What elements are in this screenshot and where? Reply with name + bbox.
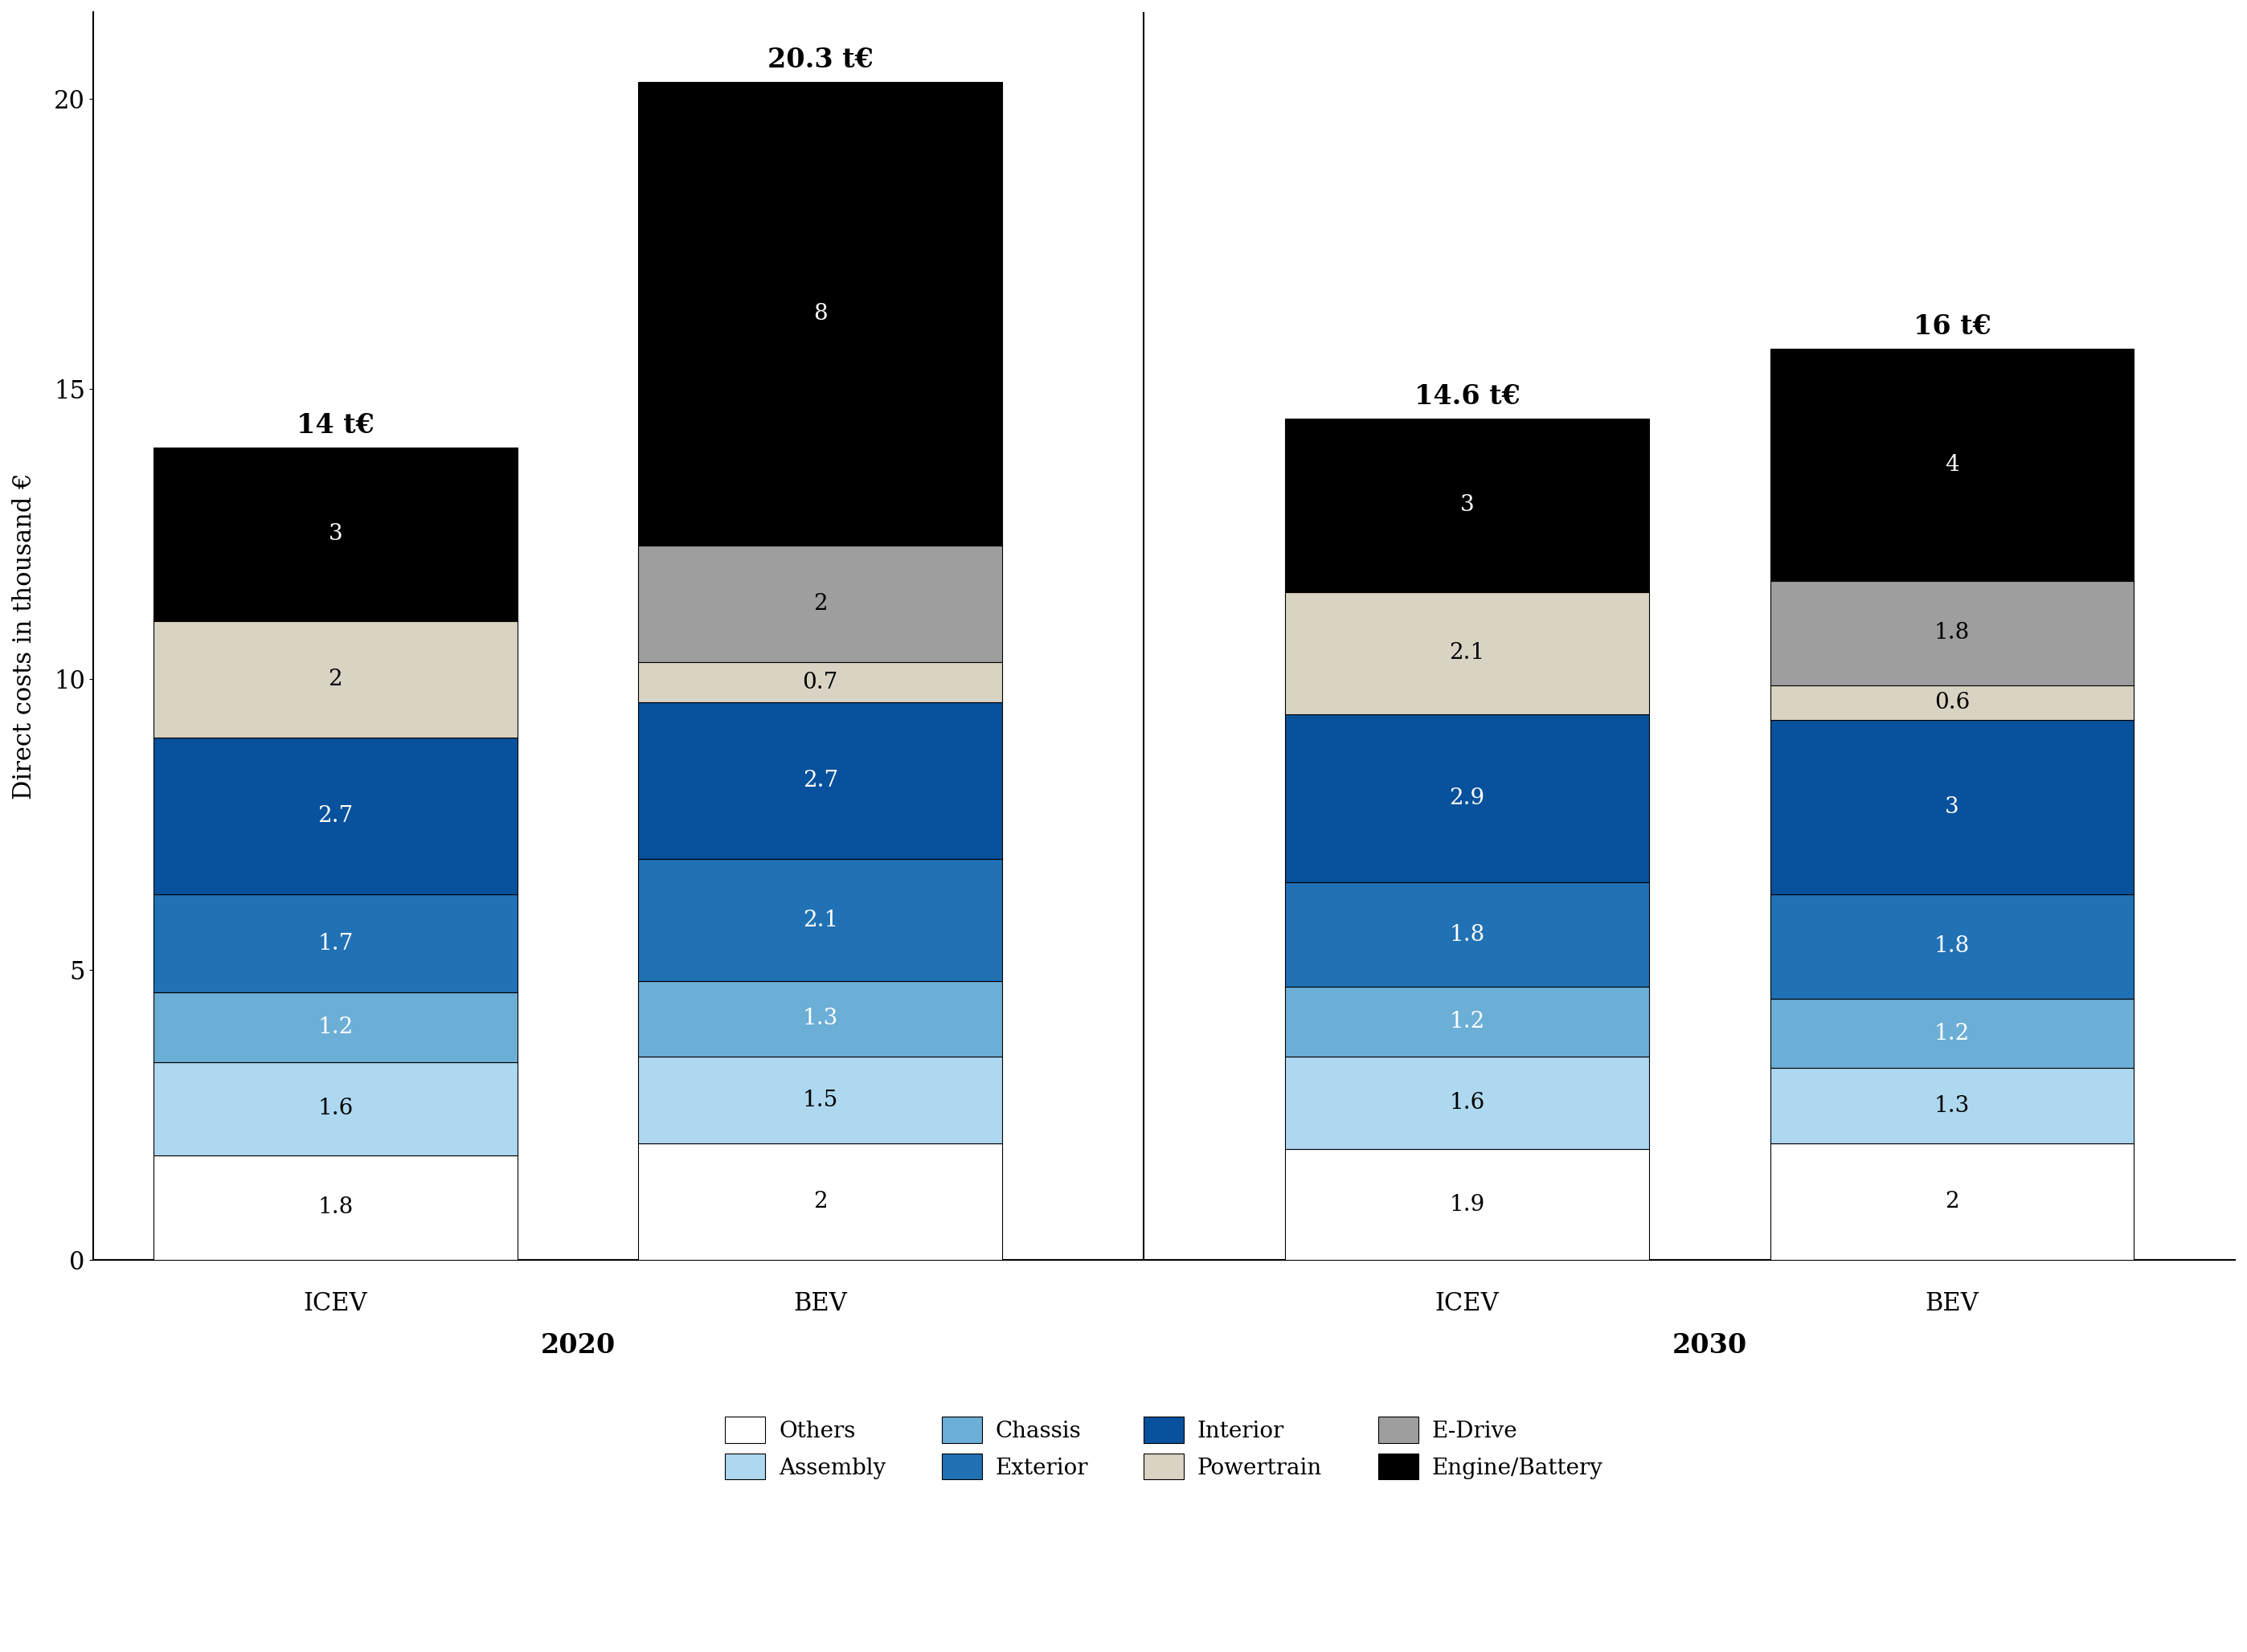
Text: 1.2: 1.2 (1449, 1011, 1485, 1032)
Bar (638, 702, 1002, 859)
Bar (153, 1155, 517, 1259)
Text: 14 t€: 14 t€ (297, 411, 375, 438)
Bar (1285, 418, 1649, 593)
Text: 1.2: 1.2 (1935, 1023, 1971, 1044)
Bar (1771, 1143, 2135, 1259)
Text: 2: 2 (328, 669, 342, 691)
Text: 0.7: 0.7 (802, 671, 838, 694)
Text: 1.8: 1.8 (317, 1196, 353, 1218)
Text: ICEV: ICEV (1436, 1292, 1499, 1317)
Text: BEV: BEV (1926, 1292, 1980, 1317)
Text: 2: 2 (813, 593, 827, 615)
Bar (1285, 1150, 1649, 1259)
Text: BEV: BEV (793, 1292, 847, 1317)
Text: 8: 8 (813, 302, 827, 325)
Text: 3: 3 (1946, 796, 1959, 818)
Text: 1.3: 1.3 (1935, 1095, 1971, 1117)
Bar (153, 448, 517, 621)
Text: 3: 3 (328, 524, 342, 545)
Text: 1.2: 1.2 (317, 1016, 353, 1039)
Bar (1771, 1069, 2135, 1143)
Y-axis label: Direct costs in thousand €: Direct costs in thousand € (11, 472, 36, 800)
Text: 2030: 2030 (1672, 1332, 1746, 1358)
Text: 1.3: 1.3 (802, 1008, 838, 1029)
Text: 2: 2 (813, 1191, 827, 1213)
Text: 1.5: 1.5 (802, 1089, 838, 1110)
Text: 0.6: 0.6 (1935, 692, 1971, 714)
Bar (1771, 349, 2135, 582)
Text: 14.6 t€: 14.6 t€ (1413, 383, 1519, 410)
Bar (638, 545, 1002, 662)
Bar (1771, 686, 2135, 720)
Text: 3: 3 (1461, 494, 1474, 515)
Text: 4: 4 (1946, 454, 1959, 476)
Text: 2.7: 2.7 (317, 805, 353, 826)
Bar (1285, 714, 1649, 882)
Text: 2.7: 2.7 (802, 770, 838, 791)
Text: 16 t€: 16 t€ (1912, 314, 1991, 340)
Bar (638, 81, 1002, 545)
Bar (1771, 998, 2135, 1069)
Bar (153, 1062, 517, 1155)
Text: 1.6: 1.6 (317, 1099, 353, 1120)
Bar (638, 859, 1002, 981)
Bar (1771, 894, 2135, 998)
Bar (153, 993, 517, 1062)
Text: 1.9: 1.9 (1449, 1194, 1485, 1216)
Text: 1.6: 1.6 (1449, 1092, 1485, 1113)
Text: 1.7: 1.7 (317, 932, 353, 955)
Bar (153, 621, 517, 737)
Bar (638, 1143, 1002, 1259)
Text: 1.8: 1.8 (1935, 623, 1971, 644)
Text: 2: 2 (1946, 1191, 1959, 1213)
Bar (1771, 582, 2135, 686)
Bar (1285, 593, 1649, 714)
Bar (153, 894, 517, 993)
Text: 1.8: 1.8 (1935, 935, 1971, 957)
Text: 20.3 t€: 20.3 t€ (768, 46, 874, 73)
Bar (1285, 986, 1649, 1057)
Text: 2.1: 2.1 (802, 909, 838, 932)
Bar (1285, 882, 1649, 986)
Text: 1.8: 1.8 (1449, 923, 1485, 945)
Bar (638, 981, 1002, 1057)
Text: 2.1: 2.1 (1449, 643, 1485, 664)
Legend: Others, Assembly, Chassis, Exterior, Interior, Powertrain, E-Drive, Engine/Batte: Others, Assembly, Chassis, Exterior, Int… (717, 1408, 1611, 1488)
Bar (153, 737, 517, 894)
Text: 2.9: 2.9 (1449, 788, 1485, 809)
Bar (1285, 1057, 1649, 1150)
Bar (1771, 720, 2135, 894)
Bar (638, 662, 1002, 702)
Text: ICEV: ICEV (303, 1292, 369, 1317)
Bar (638, 1057, 1002, 1143)
Text: 2020: 2020 (539, 1332, 616, 1358)
